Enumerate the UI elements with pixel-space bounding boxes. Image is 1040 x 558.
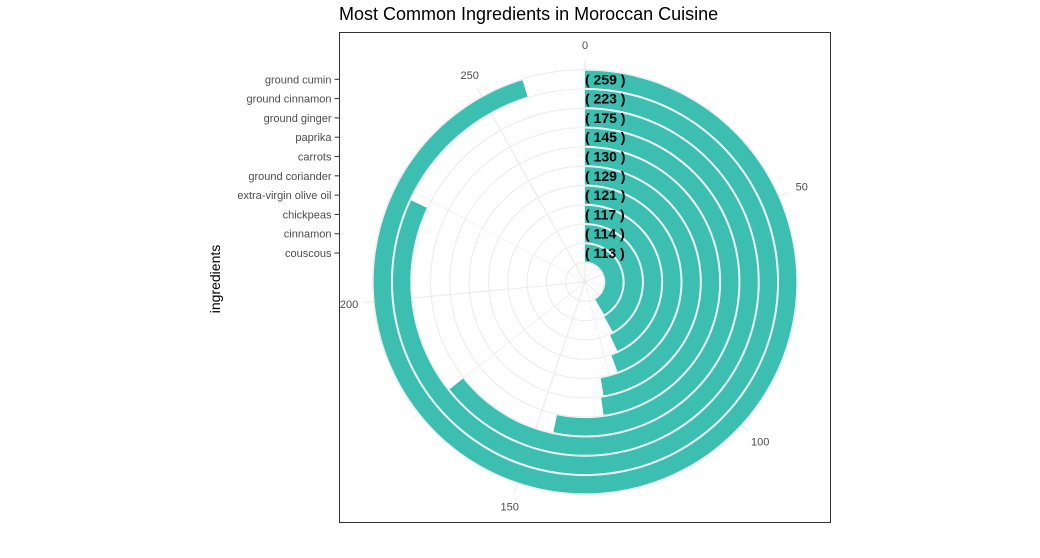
value-label: ( 129 ): [585, 168, 625, 184]
angle-tick-label: 150: [501, 502, 519, 514]
chart-title: Most Common Ingredients in Moroccan Cuis…: [339, 4, 719, 24]
value-label: ( 145 ): [585, 129, 625, 145]
value-label: ( 113 ): [585, 245, 625, 261]
y-tick-label: couscous: [285, 248, 332, 260]
value-label: ( 259 ): [585, 71, 625, 87]
angle-tick-label: 100: [751, 437, 769, 449]
bar-chickpeas: [585, 205, 662, 352]
angle-tick-label: 0: [582, 40, 588, 52]
panel-border: [339, 32, 831, 523]
bar-extra-virgin-olive-oil: [585, 186, 681, 372]
value-label: ( 117 ): [585, 206, 625, 222]
angular-gridline: [388, 178, 586, 283]
angle-tick-label: 250: [460, 70, 478, 82]
value-label: ( 114 ): [585, 226, 625, 242]
y-tick-label: paprika: [295, 132, 332, 144]
bar-couscous: [585, 244, 623, 315]
y-tick-label: ground cumin: [265, 74, 332, 86]
bar-cinnamon: [585, 225, 642, 332]
value-label: ( 223 ): [585, 91, 625, 107]
y-tick-label: extra-virgin olive oil: [237, 190, 331, 202]
bar-ground-coriander: [585, 167, 700, 396]
y-tick-label: chickpeas: [283, 209, 332, 221]
y-tick-label: carrots: [298, 152, 332, 164]
value-label: ( 130 ): [585, 149, 625, 165]
value-label: ( 121 ): [585, 187, 625, 203]
y-tick-label: ground ginger: [264, 113, 332, 125]
y-tick-label: ground cinnamon: [246, 94, 331, 106]
angle-tick-label: 50: [796, 181, 808, 193]
angular-gridline: [476, 87, 586, 283]
y-tick-label: ground coriander: [248, 171, 332, 183]
y-tick-label: cinnamon: [284, 229, 332, 241]
angle-tick-label: 200: [340, 299, 358, 311]
bar-carrots: [585, 147, 720, 415]
value-label: ( 175 ): [585, 110, 625, 126]
